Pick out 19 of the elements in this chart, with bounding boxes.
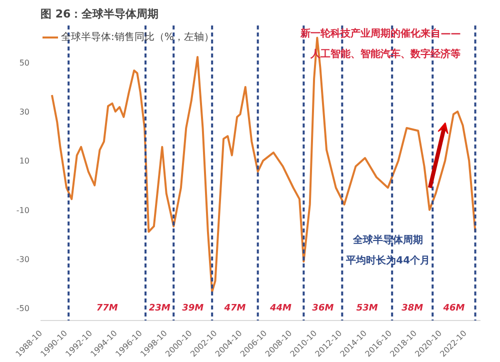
annotation: 77M <box>96 304 118 314</box>
annotation: 53M <box>356 304 378 314</box>
y-tick-label: 50 <box>19 58 30 68</box>
annotation: 36M <box>312 304 334 314</box>
annotation: 44M <box>269 304 292 314</box>
annotation: 38M <box>402 304 424 314</box>
annotation: 46M <box>442 304 465 314</box>
y-tick-label: -30 <box>16 255 30 264</box>
y-tick-label: 30 <box>19 108 30 117</box>
y-tick-label: -10 <box>16 206 30 215</box>
y-tick-label: 10 <box>19 156 30 166</box>
annotation: 全球半导体周期 <box>352 234 424 246</box>
y-tick-label: -50 <box>16 304 30 314</box>
legend-label: 全球半导体:销售同比（%，左轴） <box>61 30 214 44</box>
chart-title: 图 26：全球半导体周期 <box>40 8 159 20</box>
annotation: 47M <box>223 304 246 314</box>
annotation: 23M <box>148 304 170 314</box>
annotation: 39M <box>182 304 204 314</box>
annotation: 新一轮科技产业周期的催化来自—— <box>300 27 461 40</box>
